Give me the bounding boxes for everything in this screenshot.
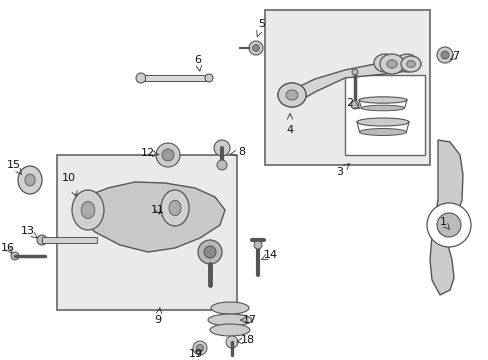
Circle shape — [37, 235, 47, 245]
Text: 7: 7 — [451, 51, 459, 61]
Text: 17: 17 — [243, 315, 257, 325]
Polygon shape — [80, 182, 224, 252]
Text: 16: 16 — [1, 243, 15, 253]
Circle shape — [248, 41, 263, 55]
Ellipse shape — [285, 90, 297, 100]
Text: 9: 9 — [154, 315, 161, 325]
Polygon shape — [295, 60, 411, 103]
Circle shape — [196, 345, 203, 351]
Text: 3: 3 — [336, 167, 343, 177]
Circle shape — [426, 203, 470, 247]
Ellipse shape — [379, 54, 403, 74]
Bar — [42, 237, 97, 243]
Text: 11: 11 — [151, 205, 164, 215]
Circle shape — [440, 51, 448, 59]
Circle shape — [198, 240, 222, 264]
Text: 6: 6 — [194, 55, 201, 65]
Ellipse shape — [400, 56, 420, 72]
Ellipse shape — [359, 129, 406, 135]
Ellipse shape — [373, 54, 395, 72]
Text: 10: 10 — [62, 173, 76, 183]
Text: 14: 14 — [264, 250, 278, 260]
Ellipse shape — [278, 83, 305, 107]
Circle shape — [156, 143, 180, 167]
Circle shape — [214, 140, 229, 156]
Circle shape — [203, 246, 216, 258]
Circle shape — [136, 73, 146, 83]
Bar — [145, 75, 208, 81]
Circle shape — [11, 252, 19, 260]
Ellipse shape — [210, 302, 248, 314]
Ellipse shape — [72, 190, 104, 230]
Text: 12: 12 — [141, 148, 155, 158]
Text: 8: 8 — [238, 147, 245, 157]
Ellipse shape — [25, 174, 35, 186]
Text: 1: 1 — [439, 217, 446, 227]
Circle shape — [204, 74, 213, 82]
Ellipse shape — [395, 54, 417, 72]
Ellipse shape — [356, 118, 408, 126]
Bar — [57, 155, 237, 310]
Bar — [264, 10, 429, 165]
Ellipse shape — [402, 59, 411, 67]
Ellipse shape — [209, 324, 249, 336]
Ellipse shape — [169, 201, 181, 216]
Ellipse shape — [361, 105, 404, 111]
Ellipse shape — [380, 59, 389, 67]
Ellipse shape — [386, 60, 396, 68]
Text: 5: 5 — [258, 19, 265, 29]
Ellipse shape — [18, 166, 42, 194]
Ellipse shape — [81, 202, 95, 219]
Text: 18: 18 — [241, 335, 255, 345]
Circle shape — [217, 160, 226, 170]
Ellipse shape — [207, 314, 251, 326]
Polygon shape — [429, 140, 462, 295]
Circle shape — [351, 69, 357, 75]
Text: 19: 19 — [188, 349, 203, 359]
Text: 13: 13 — [21, 226, 35, 236]
Bar — [345, 75, 424, 155]
Ellipse shape — [285, 90, 297, 100]
Text: 2: 2 — [346, 98, 353, 108]
Circle shape — [436, 47, 452, 63]
Circle shape — [193, 341, 206, 355]
Circle shape — [253, 241, 262, 249]
Ellipse shape — [358, 97, 406, 103]
Circle shape — [350, 101, 358, 109]
Circle shape — [252, 45, 259, 51]
Text: 15: 15 — [7, 160, 21, 170]
Ellipse shape — [161, 190, 189, 226]
Ellipse shape — [278, 83, 305, 107]
Text: 4: 4 — [286, 125, 293, 135]
Circle shape — [436, 213, 460, 237]
Circle shape — [225, 336, 238, 348]
Circle shape — [162, 149, 174, 161]
Ellipse shape — [406, 60, 414, 67]
